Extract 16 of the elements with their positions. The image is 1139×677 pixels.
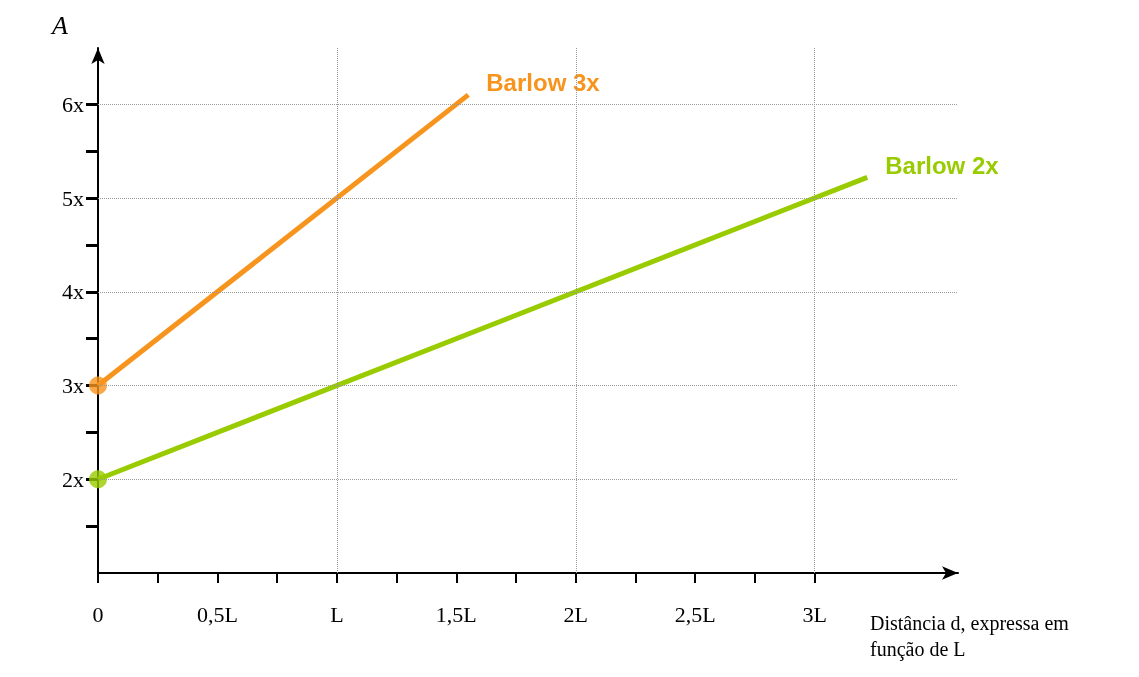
x-tick-label: 3L [802,601,827,627]
y-tick-label: 5x [62,185,84,211]
series-label: Barlow 3x [486,69,601,97]
x-tick-label: 2,5L [674,601,716,627]
x-axis-title: Distância d, expressa em função de L [870,612,1074,661]
y-tick-label: 3x [62,373,84,398]
x-tick-label: 1,5L [435,601,477,627]
y-axis-title: A [50,10,69,40]
x-tick-label: 0 [92,601,104,627]
x-tick-label: 2L [563,601,588,627]
x-tick-label: 0,5L [196,601,238,627]
series-label: Barlow 2x [885,151,1000,179]
x-tick-label: L [330,601,344,627]
y-tick-label: 6x [62,91,84,117]
y-tick-label: 2x [62,466,84,492]
y-tick-label: 4x [62,279,84,305]
